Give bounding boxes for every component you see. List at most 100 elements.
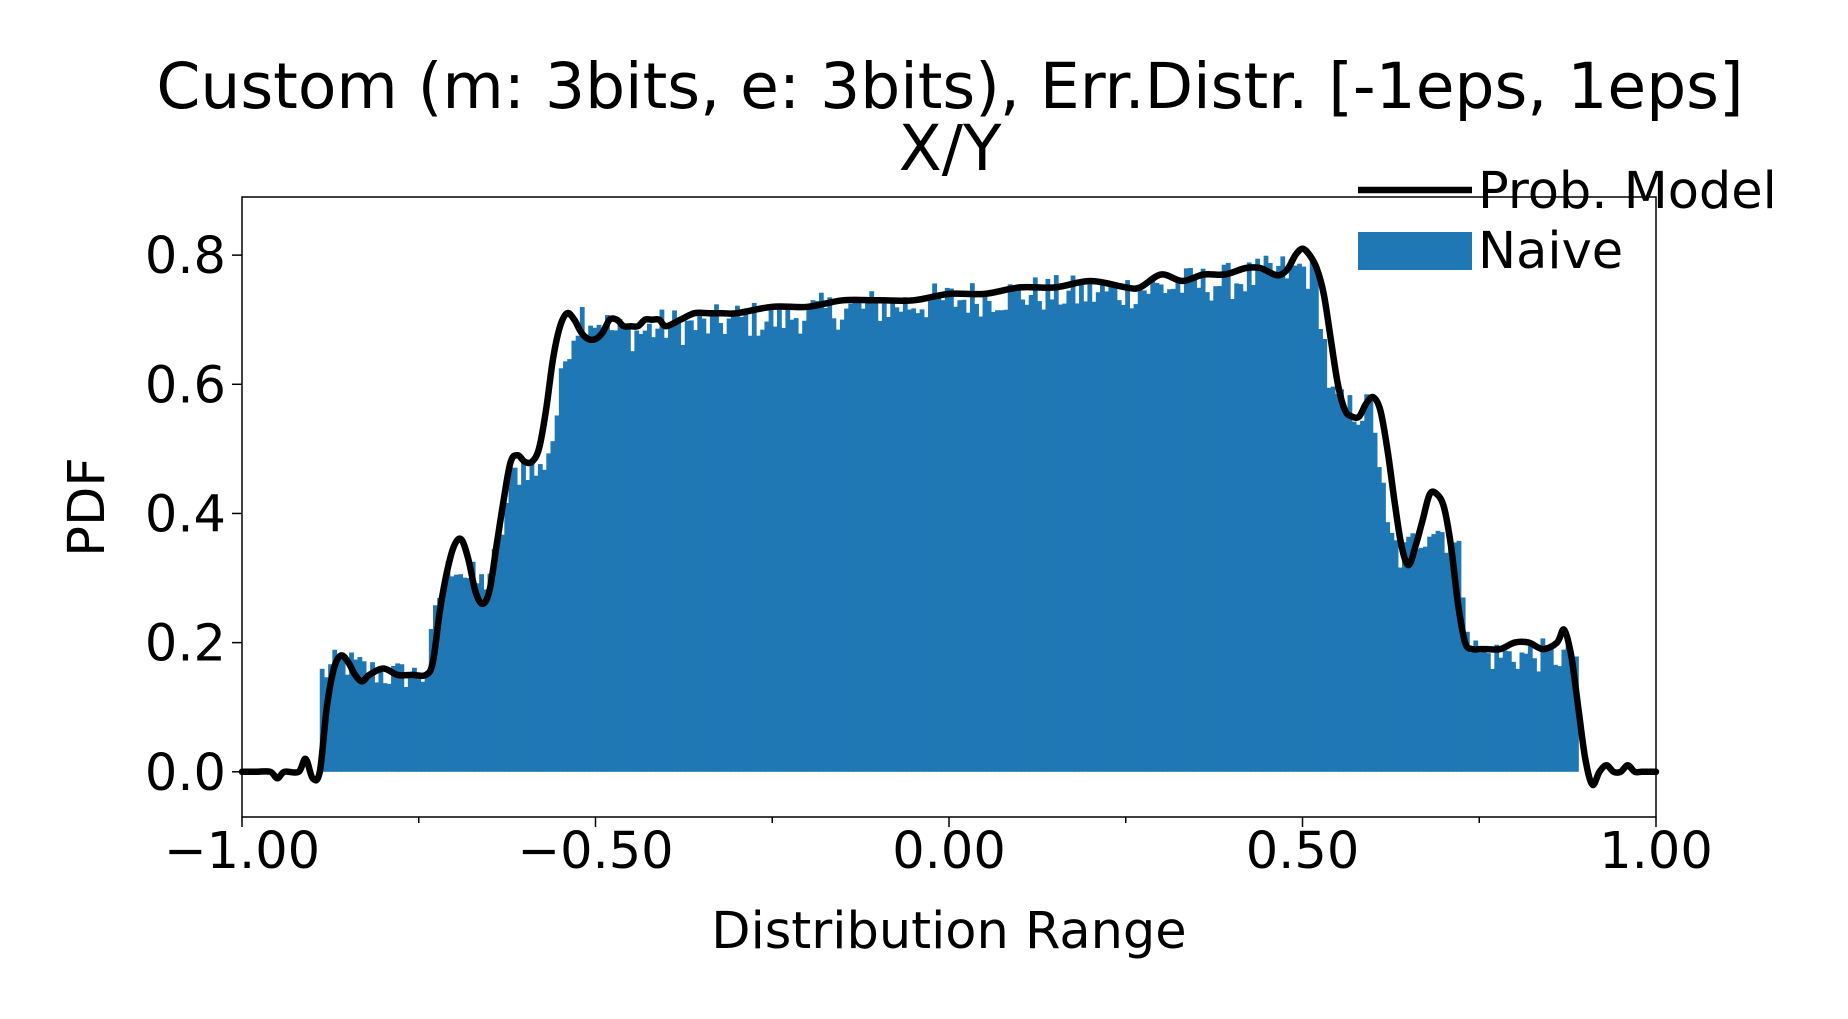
histogram-bar: [516, 484, 522, 772]
histogram-bar: [1326, 387, 1332, 772]
histogram-bar: [709, 312, 715, 772]
histogram-bar: [940, 300, 946, 772]
histogram-bar: [655, 328, 661, 772]
histogram-bar: [1183, 268, 1189, 772]
histogram-bar: [1150, 280, 1156, 772]
histogram-bar: [1238, 284, 1244, 772]
prob-model-line: [238, 245, 1660, 789]
histogram-bar: [1397, 567, 1403, 772]
histogram-bar: [1557, 666, 1563, 772]
histogram-bar: [705, 333, 711, 772]
histogram-bar: [1523, 653, 1529, 772]
histogram-bar: [391, 666, 396, 772]
histogram-bar: [1049, 299, 1055, 772]
histogram-bar: [1372, 432, 1378, 772]
x-tick-label: 1.00: [1599, 822, 1713, 881]
histogram-bar: [760, 329, 766, 772]
histogram-bar: [965, 312, 971, 772]
histogram-bar: [445, 560, 451, 772]
histogram-bar: [1225, 262, 1231, 772]
histogram-bar: [957, 300, 963, 772]
histogram-bar: [823, 308, 828, 772]
histogram-bar: [1087, 281, 1093, 772]
histogram-bar: [571, 340, 577, 772]
histogram-bar: [802, 320, 807, 772]
histogram-bar: [1074, 303, 1080, 772]
histogram-bar: [856, 301, 862, 772]
histogram-bar: [848, 303, 854, 772]
histogram-bar: [613, 330, 619, 772]
histogram-bar: [827, 297, 833, 772]
histogram-bar: [869, 291, 875, 772]
histogram-bar: [1251, 285, 1256, 772]
histogram-bar: [751, 302, 757, 772]
histogram-bar: [1452, 542, 1458, 772]
histogram-bar: [730, 313, 736, 772]
histogram-bar: [1339, 389, 1344, 772]
histogram-bar: [617, 319, 623, 772]
histogram-bar: [521, 460, 526, 772]
histogram-bar: [1020, 299, 1026, 772]
histogram-bar: [835, 329, 841, 772]
x-tick-label: 0.50: [1246, 822, 1360, 881]
histogram-bar: [1284, 278, 1290, 772]
histogram-bar: [890, 298, 896, 772]
histogram-bar: [1435, 530, 1441, 772]
x-tick-label: −0.50: [517, 822, 673, 881]
histogram-bar: [1292, 265, 1298, 772]
histogram-bar: [500, 534, 505, 772]
histogram-bar: [579, 307, 585, 772]
histogram-bar: [466, 578, 472, 772]
histogram-bar: [1217, 285, 1223, 772]
histogram-bar: [1402, 542, 1407, 772]
histogram-bar: [1548, 645, 1554, 772]
histogram-bar: [558, 368, 564, 772]
histogram-bar: [626, 324, 631, 772]
histogram-bar: [416, 679, 422, 772]
histogram-bar: [777, 304, 782, 772]
histogram-bar: [1368, 398, 1374, 772]
histogram-bar: [1011, 286, 1017, 772]
histogram-bar: [1079, 284, 1084, 772]
y-axis-label: PDF: [58, 457, 117, 556]
histogram-bar: [1536, 671, 1542, 772]
histogram-bar: [1137, 289, 1143, 772]
histogram-bar: [634, 330, 640, 772]
histogram-bar: [1095, 292, 1101, 772]
histogram-bar: [672, 310, 677, 772]
histogram-bar: [1003, 309, 1009, 772]
y-axis-ticks: 0.0 0.2 0.4 0.6 0.8: [145, 227, 242, 803]
histogram-bar: [1188, 268, 1193, 772]
histogram-bar: [533, 475, 539, 772]
histogram-bar: [474, 583, 480, 772]
histogram-bar: [923, 317, 929, 772]
histogram-bar: [1062, 303, 1068, 772]
histogram-bar: [529, 460, 535, 772]
histogram-bar: [982, 292, 988, 772]
histogram-bar: [978, 316, 984, 772]
histogram-bar: [357, 657, 363, 772]
histogram-bar: [361, 661, 367, 772]
histogram-bar: [1272, 274, 1277, 772]
histogram-bar: [697, 314, 703, 772]
histogram-bar: [370, 662, 375, 772]
histogram-bar: [1527, 645, 1533, 772]
histogram-bar: [332, 649, 338, 772]
y-tick-label: 0.8: [145, 227, 226, 286]
histogram-bar: [550, 441, 556, 772]
histogram-bar: [1058, 304, 1063, 772]
legend-label-naive: Naive: [1478, 222, 1623, 281]
y-tick-label: 0.0: [145, 744, 226, 803]
histogram-bar: [399, 664, 405, 772]
histogram-bar: [1263, 255, 1269, 772]
histogram-bar: [1066, 290, 1072, 772]
histogram-bar: [1259, 267, 1265, 772]
histogram-bar: [1460, 597, 1466, 772]
histogram-bar: [458, 574, 463, 772]
histogram-bar: [395, 663, 401, 772]
histogram-bar: [1028, 295, 1034, 772]
histogram-bar: [1334, 394, 1340, 772]
histogram-bar: [714, 304, 719, 772]
histogram-bar: [768, 307, 774, 772]
